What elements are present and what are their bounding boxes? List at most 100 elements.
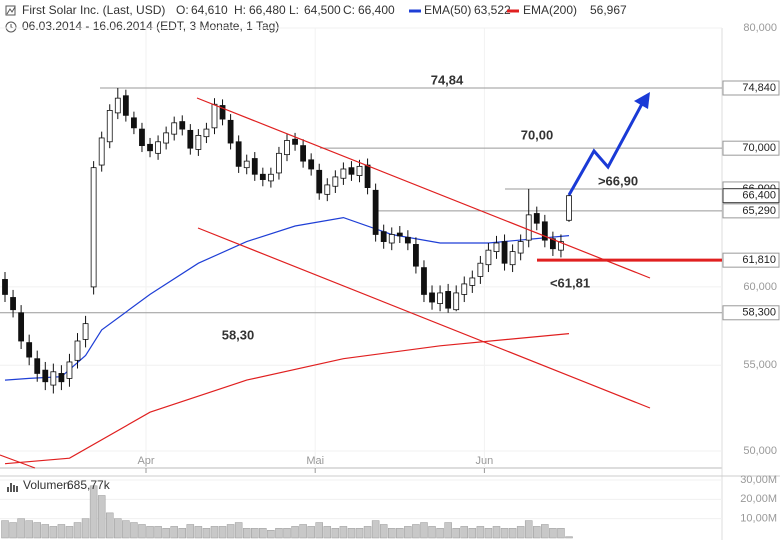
- candle-body: [372, 189, 379, 235]
- volume-bar: [379, 524, 388, 539]
- volume-bar: [17, 518, 25, 539]
- price-tag: 65,290: [742, 205, 776, 217]
- volume-bar: [9, 522, 17, 539]
- volume-bar: [452, 528, 460, 539]
- volume-bar: [508, 528, 517, 539]
- volume-bar: [226, 524, 235, 539]
- candle-body: [388, 234, 395, 244]
- price-tag: 66,400: [742, 190, 776, 202]
- volume-bar: [533, 526, 541, 539]
- projection-arrow: [567, 101, 645, 196]
- level-label: 74,84: [431, 72, 464, 87]
- candle-body: [90, 167, 97, 288]
- candle-body: [276, 152, 282, 174]
- candle-body: [284, 140, 290, 156]
- candle-body: [98, 137, 105, 166]
- y-tick-label: 55,000: [743, 359, 777, 371]
- volume-bar: [162, 528, 170, 539]
- price-tag-box: [722, 80, 780, 96]
- volume-bar: [444, 522, 452, 539]
- header-label: L:: [289, 3, 299, 17]
- candle-body: [332, 176, 339, 187]
- volume-bar: [242, 528, 251, 539]
- projection-arrow-head: [634, 92, 650, 109]
- volume-bar: [299, 524, 307, 539]
- candle-body: [396, 232, 403, 237]
- volume-bar: [484, 528, 493, 539]
- volume-bar: [412, 524, 420, 539]
- volume-bar: [194, 526, 203, 539]
- volume-tick-label: 20,00M: [740, 493, 777, 505]
- candle-body: [348, 167, 355, 175]
- legend-label: EMA(200): [523, 3, 577, 17]
- volume-bar: [283, 528, 291, 539]
- volume-bar: [81, 518, 90, 539]
- candle-body: [42, 369, 49, 383]
- volume-bar: [57, 524, 66, 539]
- candle-body: [517, 241, 524, 254]
- volume-bar: [105, 512, 114, 539]
- legend-value: 56,967: [590, 3, 627, 17]
- trend-line-upper: [196, 97, 651, 279]
- volume-bar: [347, 528, 356, 539]
- volume-bar: [1, 520, 9, 539]
- candle-body: [10, 297, 16, 311]
- candle-body: [566, 195, 572, 221]
- volume-bar: [468, 528, 477, 539]
- chart-title: First Solar Inc. (Last, USD): [22, 3, 165, 17]
- volume-bar: [186, 524, 195, 539]
- volume-bar: [267, 530, 275, 539]
- candle-body: [34, 358, 41, 374]
- candle-body: [114, 97, 121, 114]
- candle-body: [429, 292, 435, 303]
- volume-bar: [428, 526, 436, 539]
- candle-body: [74, 340, 81, 361]
- candle-body: [50, 371, 57, 386]
- volume-bar: [460, 526, 469, 539]
- volume-bar: [170, 526, 178, 539]
- volume-bar: [371, 520, 380, 539]
- volume-label: Volumen: [23, 478, 70, 492]
- volume-bar: [130, 522, 138, 539]
- volume-bar: [89, 485, 98, 539]
- chart-subtitle: 06.03.2014 - 16.06.2014 (EDT, 3 Monate, …: [22, 19, 279, 33]
- volume-tick-label: 30,00M: [740, 474, 777, 486]
- candle-body: [485, 249, 492, 266]
- y-tick-label: 50,000: [743, 445, 777, 457]
- volume-legend: Volumen 685,77k: [7, 478, 111, 492]
- candle-body: [122, 95, 129, 116]
- volume-bar: [557, 528, 565, 539]
- chart-icon: [5, 5, 16, 16]
- level-label: <61,81: [550, 275, 590, 290]
- volume-bar: [565, 536, 573, 539]
- volume-bar: [234, 522, 243, 539]
- volume-icon: [7, 487, 9, 492]
- clock-icon: [5, 21, 17, 33]
- candle-body: [364, 164, 371, 188]
- clock-hand: [10, 24, 14, 29]
- x-tick-label: Apr: [137, 455, 154, 467]
- candle-body: [421, 267, 427, 295]
- volume-bar: [339, 526, 348, 539]
- annotations: [0, 92, 651, 469]
- candle-body: [404, 236, 411, 244]
- candle-body: [356, 165, 363, 176]
- candle-body: [509, 251, 516, 266]
- volume-bar: [251, 528, 259, 539]
- volume-bar: [25, 520, 33, 539]
- price-tag: 61,810: [742, 254, 776, 266]
- price-tag-box: [722, 188, 780, 204]
- volume-bar: [49, 526, 58, 539]
- volume-bar: [492, 526, 501, 539]
- volume-bar: [476, 526, 485, 539]
- volume-bar: [33, 522, 41, 539]
- volume-bar: [323, 526, 332, 539]
- trend-line-lower: [197, 227, 651, 409]
- ema-line: [4, 216, 570, 381]
- volume-bar: [420, 522, 428, 539]
- level-label: 58,30: [222, 327, 255, 342]
- candle-body: [469, 277, 476, 286]
- candle-body: [300, 145, 307, 162]
- volume-bar: [500, 528, 509, 539]
- candle-body: [292, 138, 298, 145]
